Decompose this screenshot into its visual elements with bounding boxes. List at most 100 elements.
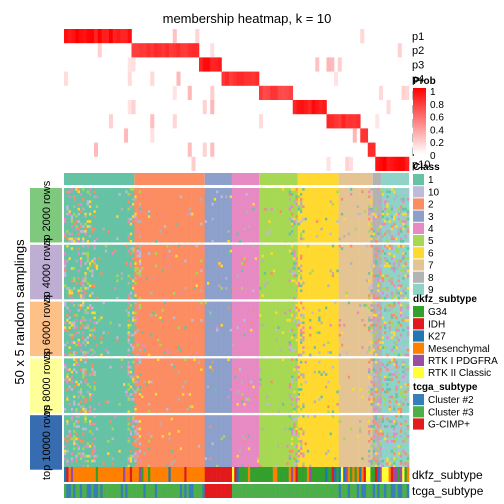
sampling-cell bbox=[395, 427, 398, 431]
sampling-cell bbox=[68, 294, 72, 298]
sampling-cell bbox=[79, 388, 83, 391]
sampling-column bbox=[206, 188, 210, 243]
sampling-cell bbox=[68, 309, 72, 312]
dkfz-subtype-cell bbox=[66, 467, 69, 482]
sampling-cell bbox=[393, 222, 396, 226]
sampling-column bbox=[306, 301, 310, 357]
sampling-cell bbox=[134, 318, 137, 322]
sampling-column bbox=[64, 188, 67, 243]
sampling-column bbox=[141, 244, 144, 300]
sampling-cell bbox=[132, 215, 135, 218]
sampling-cell bbox=[374, 237, 378, 241]
sampling-cell bbox=[397, 232, 401, 236]
dkfz-subtype-cell bbox=[109, 467, 112, 482]
dkfz-subtype-cell bbox=[154, 467, 158, 482]
sampling-column bbox=[161, 301, 165, 357]
sampling-cell bbox=[88, 235, 92, 238]
sampling-cell bbox=[222, 435, 226, 438]
sampling-cell bbox=[402, 240, 405, 243]
sampling-cell bbox=[82, 289, 85, 293]
dkfz-subtype-cell bbox=[345, 467, 349, 482]
sampling-cell bbox=[302, 321, 305, 325]
sampling-cell bbox=[70, 230, 74, 233]
tcga-subtype-cell bbox=[304, 484, 308, 498]
sampling-cell bbox=[129, 343, 133, 347]
sampling-cell bbox=[397, 215, 401, 218]
sampling-cell bbox=[134, 388, 137, 391]
sampling-column bbox=[168, 301, 171, 357]
sampling-cell bbox=[95, 205, 99, 209]
sampling-cell bbox=[397, 380, 401, 384]
sampling-cell bbox=[79, 272, 83, 275]
sampling-cell bbox=[288, 207, 292, 211]
sampling-cell bbox=[384, 281, 387, 285]
sampling-cell bbox=[200, 368, 203, 371]
dkfz-subtype-cell bbox=[241, 467, 244, 482]
sampling-cell bbox=[293, 274, 296, 278]
sampling-cell bbox=[393, 331, 396, 335]
sampling-cell bbox=[300, 442, 303, 446]
sampling-cell bbox=[86, 326, 90, 330]
sampling-column bbox=[309, 188, 312, 243]
sampling-cell bbox=[368, 294, 371, 298]
sampling-cell bbox=[288, 454, 292, 458]
tcga-subtype-cell bbox=[104, 484, 108, 498]
sampling-cell bbox=[84, 316, 87, 320]
membership-cell bbox=[150, 128, 155, 143]
sampling-column bbox=[157, 244, 160, 300]
legend-item-label: 5 bbox=[428, 236, 434, 247]
sampling-cell bbox=[127, 336, 131, 339]
sampling-column bbox=[70, 415, 74, 470]
sampling-column bbox=[206, 301, 210, 357]
sampling-cell bbox=[379, 437, 383, 441]
sampling-cell bbox=[297, 427, 301, 431]
sampling-cell bbox=[77, 277, 81, 280]
sampling-column bbox=[209, 358, 212, 413]
dkfz-subtype-cell bbox=[347, 467, 351, 482]
sampling-column bbox=[161, 358, 165, 413]
sampling-cell bbox=[66, 398, 69, 401]
sampling-cell bbox=[102, 331, 106, 335]
sampling-cell bbox=[111, 252, 115, 255]
sampling-cell bbox=[77, 202, 81, 206]
sampling-cell bbox=[300, 360, 303, 364]
sampling-column bbox=[111, 244, 115, 300]
tcga-subtype-cell bbox=[68, 484, 72, 498]
sampling-cell bbox=[386, 457, 389, 460]
sampling-cell bbox=[368, 205, 371, 209]
sampling-cell bbox=[84, 417, 87, 421]
sampling-cell bbox=[318, 351, 321, 354]
sampling-cell bbox=[302, 281, 305, 285]
tcga-subtype-cell bbox=[150, 484, 153, 498]
sampling-cell bbox=[84, 215, 87, 218]
sampling-column bbox=[220, 358, 224, 413]
sampling-cell bbox=[404, 462, 408, 465]
sampling-cell bbox=[172, 365, 176, 369]
sampling-column bbox=[154, 358, 158, 413]
sampling-cell bbox=[252, 244, 255, 248]
sampling-cell bbox=[75, 459, 78, 463]
sampling-cell bbox=[397, 422, 401, 426]
sampling-column bbox=[263, 415, 267, 470]
sampling-cell bbox=[127, 274, 131, 278]
sampling-cell bbox=[288, 279, 292, 283]
sampling-column bbox=[66, 358, 69, 413]
sampling-cell bbox=[136, 395, 140, 399]
sampling-cell bbox=[295, 398, 299, 401]
sampling-cell bbox=[64, 304, 67, 307]
sampling-cell bbox=[379, 326, 383, 330]
sampling-cell bbox=[349, 192, 353, 196]
sampling-cell bbox=[381, 254, 385, 258]
sampling-cell bbox=[377, 306, 380, 310]
sampling-cell bbox=[388, 420, 392, 423]
sampling-cell bbox=[107, 225, 110, 228]
sampling-cell bbox=[73, 447, 76, 451]
sampling-cell bbox=[300, 328, 303, 332]
sampling-cell bbox=[64, 269, 67, 273]
sampling-cell bbox=[134, 385, 137, 389]
sampling-cell bbox=[159, 375, 162, 379]
sampling-cell bbox=[399, 306, 403, 310]
sampling-cell bbox=[84, 326, 87, 330]
sampling-cell bbox=[336, 390, 339, 394]
sampling-cell bbox=[66, 333, 69, 337]
